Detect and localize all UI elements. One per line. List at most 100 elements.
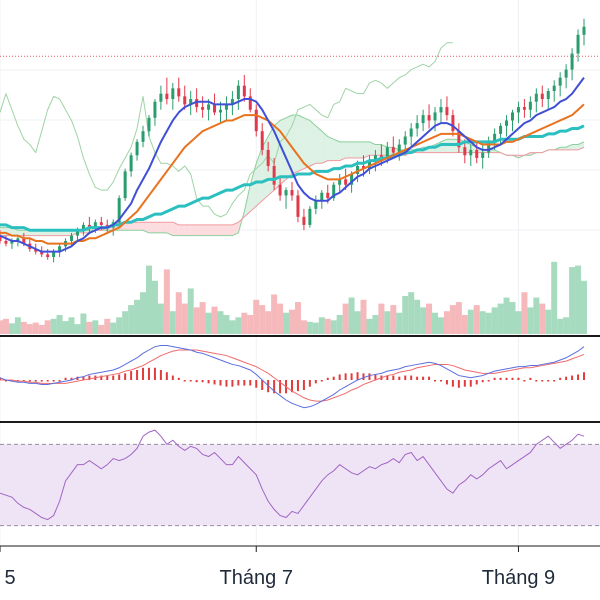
candle	[528, 96, 532, 118]
volume-bar	[294, 302, 301, 334]
candle	[314, 195, 318, 215]
candle	[236, 80, 240, 110]
volume-bar	[563, 317, 570, 334]
cloud-segment	[190, 224, 197, 236]
candle	[58, 243, 62, 258]
candle	[308, 206, 312, 228]
cloud-segment	[250, 163, 257, 212]
candle-body	[147, 117, 151, 132]
candle-body	[433, 112, 437, 121]
candle-body	[427, 115, 431, 121]
candle	[302, 208, 306, 231]
candle-body	[403, 136, 407, 145]
volume-bar	[408, 292, 415, 334]
volume-bar	[575, 265, 582, 334]
volume-bar	[557, 318, 564, 334]
candle	[445, 96, 449, 121]
candle-body	[75, 230, 79, 236]
candle-body	[510, 112, 514, 121]
volume-bar	[372, 315, 379, 334]
volume-bar	[414, 299, 421, 334]
volume-bar	[312, 322, 319, 334]
candle-body	[183, 96, 187, 105]
volume-bar	[545, 309, 552, 334]
candle	[564, 64, 568, 89]
candle	[415, 115, 419, 137]
candle-body	[558, 77, 562, 86]
volume-bar	[128, 305, 135, 334]
candle-body	[499, 125, 503, 134]
volume-bar	[104, 318, 111, 334]
cloud-segment	[148, 222, 155, 233]
candle-body	[367, 160, 371, 169]
volume-bar	[318, 317, 325, 334]
volume-bar	[241, 312, 248, 334]
cloud-segment	[214, 224, 221, 236]
volume-bar	[0, 320, 3, 334]
volume-bar	[235, 317, 242, 334]
sma-mid-line	[0, 103, 585, 245]
volume-bar	[515, 311, 522, 334]
volume-bar	[277, 303, 284, 334]
cloud-segment	[172, 222, 179, 236]
cloud-segment	[143, 222, 149, 233]
volume-bar	[86, 321, 93, 334]
volume-bar	[163, 269, 170, 334]
volume-bar	[145, 265, 152, 334]
candle	[189, 91, 193, 116]
candle-body	[546, 91, 550, 100]
candle	[505, 115, 509, 137]
candle-body	[123, 171, 127, 199]
candle	[421, 109, 425, 132]
candle	[242, 74, 246, 102]
volume-bar	[437, 317, 444, 334]
volume-bar	[306, 321, 313, 334]
candle	[141, 125, 145, 148]
volume-bar	[151, 280, 158, 334]
cloud-segment	[292, 115, 298, 175]
candle-body	[373, 155, 377, 161]
candle-body	[469, 149, 473, 156]
candle-body	[409, 128, 413, 137]
candle-body	[391, 147, 395, 153]
candle-body	[177, 88, 181, 97]
candle	[248, 88, 252, 113]
candle-body	[81, 224, 85, 231]
candle-body	[254, 109, 258, 132]
cloud-segment	[137, 222, 144, 231]
volume-bar	[497, 303, 504, 334]
candle-body	[582, 26, 586, 35]
candle-body	[165, 93, 169, 100]
candle-body	[272, 165, 276, 185]
cloud-segment	[208, 224, 215, 236]
candle-body	[201, 107, 205, 110]
candle-body	[189, 99, 193, 105]
volume-bar	[98, 324, 105, 334]
volume-bar	[503, 297, 510, 334]
volume-bar	[366, 318, 373, 334]
candle-body	[314, 200, 318, 209]
candle-body	[528, 101, 532, 110]
volume-bar	[271, 294, 278, 334]
volume-bar	[32, 322, 39, 334]
candle-body	[421, 115, 425, 124]
candle-body	[475, 149, 479, 158]
candle-body	[171, 88, 175, 100]
candle-body	[332, 184, 336, 199]
cloud-segment	[357, 141, 364, 158]
volume-bar	[68, 317, 75, 334]
x-tick-label: 5	[4, 567, 15, 589]
x-tick-label: Tháng 7	[220, 567, 293, 589]
candle	[552, 80, 556, 102]
candle	[123, 168, 127, 201]
volume-bar	[217, 311, 224, 334]
candle	[499, 123, 503, 145]
candle	[171, 82, 175, 110]
cloud-segment	[125, 222, 132, 231]
candle-body	[278, 184, 282, 196]
volume-panel	[0, 261, 587, 334]
candle	[332, 182, 336, 201]
cloud-segment	[196, 224, 203, 236]
candle-body	[129, 155, 133, 172]
